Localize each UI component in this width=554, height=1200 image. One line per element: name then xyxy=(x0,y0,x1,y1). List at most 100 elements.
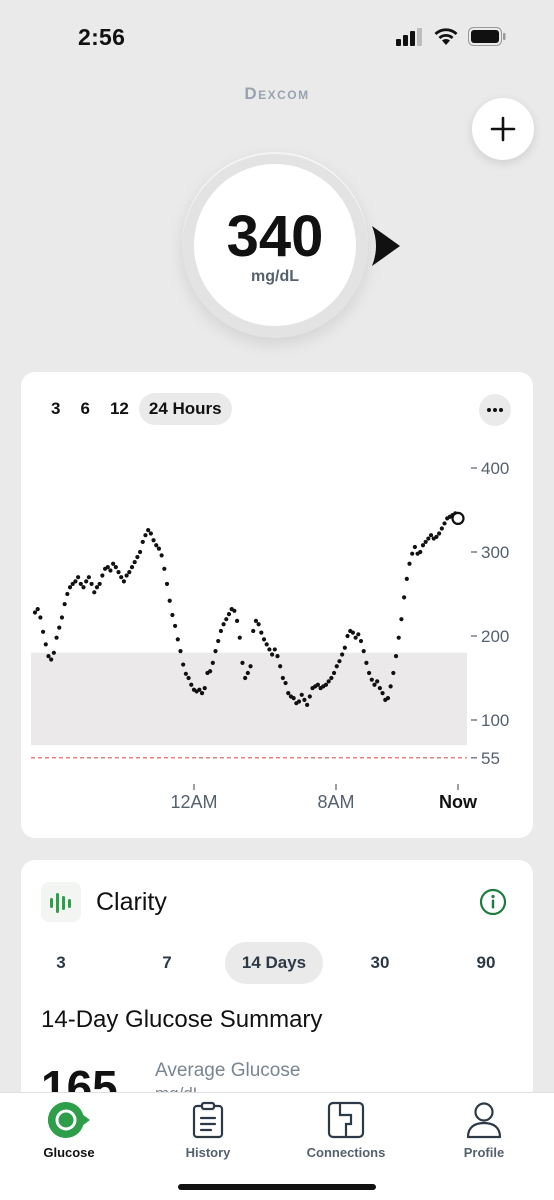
glucose-point xyxy=(393,654,399,659)
day-tab-90[interactable]: 90 xyxy=(476,953,496,972)
glucose-point xyxy=(358,638,364,644)
glucose-point xyxy=(89,581,94,587)
glucose-point xyxy=(245,670,250,676)
glucose-point xyxy=(51,650,56,655)
glucose-point xyxy=(375,679,380,684)
glucose-point xyxy=(216,638,221,644)
glucose-point xyxy=(315,682,320,687)
glucose-point xyxy=(183,671,188,676)
glucose-point xyxy=(283,680,288,686)
clarity-title: Clarity xyxy=(96,888,167,916)
glucose-point xyxy=(385,696,391,701)
glucose-point xyxy=(423,539,428,545)
glucose-point xyxy=(248,664,253,669)
glucose-point xyxy=(399,617,404,622)
glucose-point xyxy=(361,649,366,654)
glucose-value: 340 xyxy=(226,204,324,269)
glucose-point xyxy=(253,618,259,623)
history-clipboard-icon xyxy=(192,1101,224,1139)
clarity-logo xyxy=(41,882,81,922)
glucose-point xyxy=(218,628,224,634)
info-icon[interactable] xyxy=(479,888,507,916)
nav-label-history: History xyxy=(185,1145,231,1160)
glucose-point xyxy=(356,632,361,637)
glucose-point xyxy=(92,590,97,595)
glucose-point xyxy=(46,654,51,659)
glucose-point xyxy=(442,521,447,526)
x-tick-label: 12AM xyxy=(170,792,217,812)
glucose-point xyxy=(305,702,310,707)
glucose-point xyxy=(213,649,218,654)
glucose-point xyxy=(197,687,202,692)
range-tabs: 3 6 12 24 Hours xyxy=(41,393,232,425)
graph-more-button[interactable] xyxy=(479,394,511,426)
x-tick-label: Now xyxy=(439,792,478,812)
day-tab-3[interactable]: 3 xyxy=(56,953,66,972)
glucose-point xyxy=(94,585,100,590)
nav-item-history[interactable]: History xyxy=(148,1099,268,1160)
current-reading-point xyxy=(451,511,465,525)
glucose-point xyxy=(100,573,105,578)
glucose-point xyxy=(35,607,40,612)
glucose-point xyxy=(221,622,226,627)
range-tab-12[interactable]: 12 xyxy=(109,399,129,418)
range-tab-3[interactable]: 3 xyxy=(51,399,61,418)
glucose-point xyxy=(127,570,132,575)
day-tab-14[interactable]: 14 Days xyxy=(225,942,323,984)
range-tab-24[interactable]: 24 Hours xyxy=(138,393,232,425)
target-range-band xyxy=(31,652,467,746)
glucose-point xyxy=(326,679,331,684)
glucose-point xyxy=(377,685,382,691)
add-event-button[interactable] xyxy=(472,98,534,160)
nav-label-connections: Connections xyxy=(306,1145,386,1160)
day-tab-30[interactable]: 30 xyxy=(370,953,390,972)
glucose-chart[interactable]: 400 300 200 100 55 12AM 8AM Now xyxy=(21,372,533,838)
glucose-point xyxy=(76,575,81,580)
glucose-point xyxy=(302,697,307,702)
glucose-point xyxy=(269,652,275,657)
glucose-point xyxy=(108,568,113,573)
status-time: 2:56 xyxy=(78,24,126,50)
ellipsis-icon xyxy=(487,408,503,412)
glucose-point xyxy=(259,630,264,635)
nav-item-glucose[interactable]: Glucose xyxy=(9,1099,129,1160)
average-glucose-label: Average Glucose xyxy=(155,1060,301,1081)
glucose-point xyxy=(121,579,127,584)
nav-label-profile: Profile xyxy=(463,1145,505,1160)
glucose-point xyxy=(173,623,178,629)
glucose-point xyxy=(364,660,369,665)
glucose-point xyxy=(369,677,374,682)
clarity-bars-icon xyxy=(50,893,71,913)
glucose-point xyxy=(170,612,175,618)
glucose-point xyxy=(86,575,91,580)
glucose-point xyxy=(189,682,194,687)
glucose-point xyxy=(32,610,38,615)
glucose-point xyxy=(119,575,124,580)
day-tab-7[interactable]: 7 xyxy=(162,953,172,972)
glucose-point xyxy=(323,682,329,687)
glucose-point xyxy=(264,642,269,647)
glucose-point xyxy=(439,526,444,531)
glucose-point xyxy=(154,543,159,548)
nav-item-connections[interactable]: Connections xyxy=(286,1099,406,1160)
glucose-point xyxy=(162,566,167,571)
glucose-point xyxy=(407,561,412,566)
range-tab-6[interactable]: 6 xyxy=(80,399,90,418)
glucose-point xyxy=(181,662,186,667)
glucose-point xyxy=(237,635,242,640)
current-reading[interactable]: 340 mg/dL xyxy=(182,152,414,338)
glucose-point xyxy=(167,598,172,603)
reading-circle: 340 mg/dL xyxy=(182,152,368,338)
glucose-point xyxy=(137,549,143,555)
connections-icon xyxy=(327,1101,365,1139)
glucose-point xyxy=(232,608,237,613)
glucose-point xyxy=(342,645,347,650)
glucose-point xyxy=(124,573,129,578)
glucose-point xyxy=(116,570,121,575)
glucose-point xyxy=(267,647,272,652)
glucose-point xyxy=(428,533,434,538)
glucose-point xyxy=(340,652,345,657)
x-tick-label: 8AM xyxy=(317,792,354,812)
nav-item-profile[interactable]: Profile xyxy=(424,1099,544,1160)
glucose-point xyxy=(202,685,207,691)
